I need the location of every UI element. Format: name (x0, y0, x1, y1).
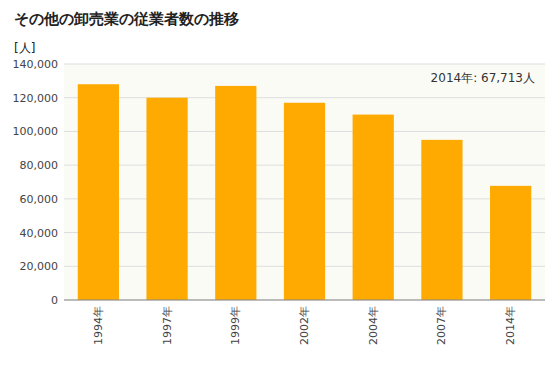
y-tick-label: 100,000 (13, 125, 59, 138)
x-tick-label: 2007年 (435, 306, 448, 345)
x-tick-label: 1999年 (229, 306, 242, 345)
bar (284, 103, 325, 300)
y-tick-label: 120,000 (13, 92, 59, 105)
grid-line (64, 300, 545, 301)
grid-line (64, 97, 545, 98)
y-tick-label: 60,000 (20, 193, 59, 206)
y-tick-label: 80,000 (20, 159, 59, 172)
annotation: 2014年: 67,713人 (431, 71, 535, 85)
bars (78, 84, 532, 300)
y-tick-label: 20,000 (20, 260, 59, 273)
x-tick-label: 2014年 (504, 306, 517, 345)
y-tick-label: 0 (51, 294, 58, 307)
bar (421, 140, 462, 300)
plot-area (64, 64, 545, 300)
y-axis: 0 20,000 40,000 60,000 80,000 100,000 120,000 1… (13, 58, 59, 307)
x-tick-label: 1997年 (161, 306, 174, 345)
y-axis-label: [人] (14, 41, 35, 55)
bar (353, 115, 394, 300)
x-axis: 1994年 1997年 1999年 2002年 2004年 2007年 2014年 (92, 306, 517, 345)
y-tick-label: 140,000 (13, 58, 59, 71)
x-tick-label: 2004年 (367, 306, 380, 345)
y-tick-label: 40,000 (20, 227, 59, 240)
bar (146, 98, 187, 300)
x-tick-label: 1994年 (92, 306, 105, 345)
bar (490, 186, 531, 300)
grid-line (64, 64, 545, 65)
title: その他の卸売業の従業者数の推移 (14, 10, 239, 28)
chart: 0 20,000 40,000 60,000 80,000 100,000 120,000 1… (0, 0, 560, 366)
x-tick-label: 2002年 (298, 306, 311, 345)
grid (64, 64, 545, 300)
bar (78, 84, 119, 300)
x-axis-line (64, 300, 545, 301)
bar (215, 86, 256, 300)
